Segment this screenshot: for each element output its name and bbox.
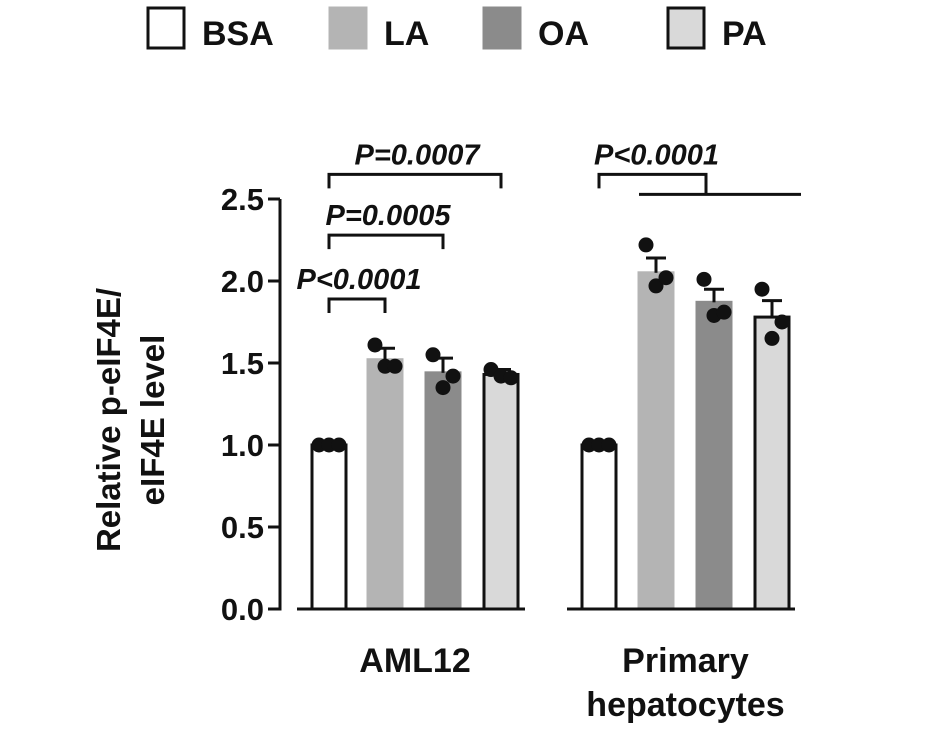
y-tick-label: 0.5 — [221, 510, 264, 545]
data-point — [445, 368, 461, 384]
y-axis-label-line: eIF4E level — [134, 335, 171, 506]
y-tick-label: 1.5 — [221, 346, 264, 381]
data-point — [638, 237, 654, 253]
data-points — [311, 237, 790, 453]
bar-pa — [482, 372, 520, 611]
bracket-line — [327, 172, 503, 189]
x-category-label: hepatocytes — [586, 686, 784, 724]
significance-bracket: P=0.0005 — [326, 200, 452, 250]
y-axis-label: Relative p-eIF4E/eIF4E level — [90, 288, 171, 552]
bracket-line — [597, 172, 708, 195]
data-point — [435, 380, 451, 396]
legend-swatch-la — [328, 6, 368, 50]
x-category-label: AML12 — [359, 642, 470, 680]
legend-swatch-bsa — [146, 6, 186, 50]
y-tick-label: 2.0 — [221, 264, 264, 299]
data-point — [774, 314, 790, 330]
significance-bracket: P=0.0007 — [327, 139, 503, 189]
data-point — [764, 330, 780, 346]
data-point — [387, 358, 403, 374]
data-point — [331, 437, 347, 453]
y-tick-label: 1.0 — [221, 428, 264, 463]
legend: BSA LA OA PA — [146, 6, 767, 53]
data-point — [601, 437, 617, 453]
data-point — [367, 337, 383, 353]
bar-bsa — [580, 443, 618, 611]
bar-bsa — [310, 443, 348, 611]
data-point — [503, 370, 519, 386]
x-axis: AML12 Primary hepatocytes — [297, 607, 795, 724]
data-point — [648, 278, 664, 294]
p-value-label: P=0.0005 — [326, 200, 452, 232]
significance-bracket: P<0.0001 — [594, 139, 801, 196]
bars — [310, 271, 791, 611]
x-category-label: Primary — [622, 642, 749, 680]
legend-swatch-pa — [666, 6, 706, 50]
bar-la — [366, 358, 404, 611]
p-value-label: P=0.0007 — [355, 139, 482, 171]
legend-swatch-oa — [482, 6, 522, 50]
data-point — [658, 270, 674, 286]
legend-label-oa: OA — [538, 15, 589, 53]
y-tick-label: 0.0 — [221, 592, 264, 627]
y-axis: 0.0 0.5 1.0 1.5 2.0 2.5 — [221, 182, 282, 627]
y-tick-label: 2.5 — [221, 182, 264, 217]
bar-oa — [695, 300, 733, 611]
bracket-line — [327, 297, 387, 314]
data-point — [425, 347, 441, 363]
legend-label-la: LA — [384, 15, 429, 53]
significance-bracket: P<0.0001 — [297, 264, 422, 314]
y-axis-label-line: Relative p-eIF4E/ — [90, 288, 127, 552]
data-point — [754, 281, 770, 297]
significance-annotations: P<0.0001 P=0.0005 P=0.0007 P<0.0001 — [297, 139, 801, 314]
bar-la — [637, 271, 675, 611]
bar-pa — [753, 315, 791, 611]
legend-label-pa: PA — [722, 15, 767, 53]
legend-label-bsa: BSA — [202, 15, 274, 53]
bracket-line — [327, 233, 445, 250]
data-point — [696, 271, 712, 287]
p-value-label: P<0.0001 — [297, 264, 422, 296]
bar-oa — [424, 371, 462, 611]
p-value-label: P<0.0001 — [594, 139, 719, 171]
data-point — [716, 304, 732, 320]
